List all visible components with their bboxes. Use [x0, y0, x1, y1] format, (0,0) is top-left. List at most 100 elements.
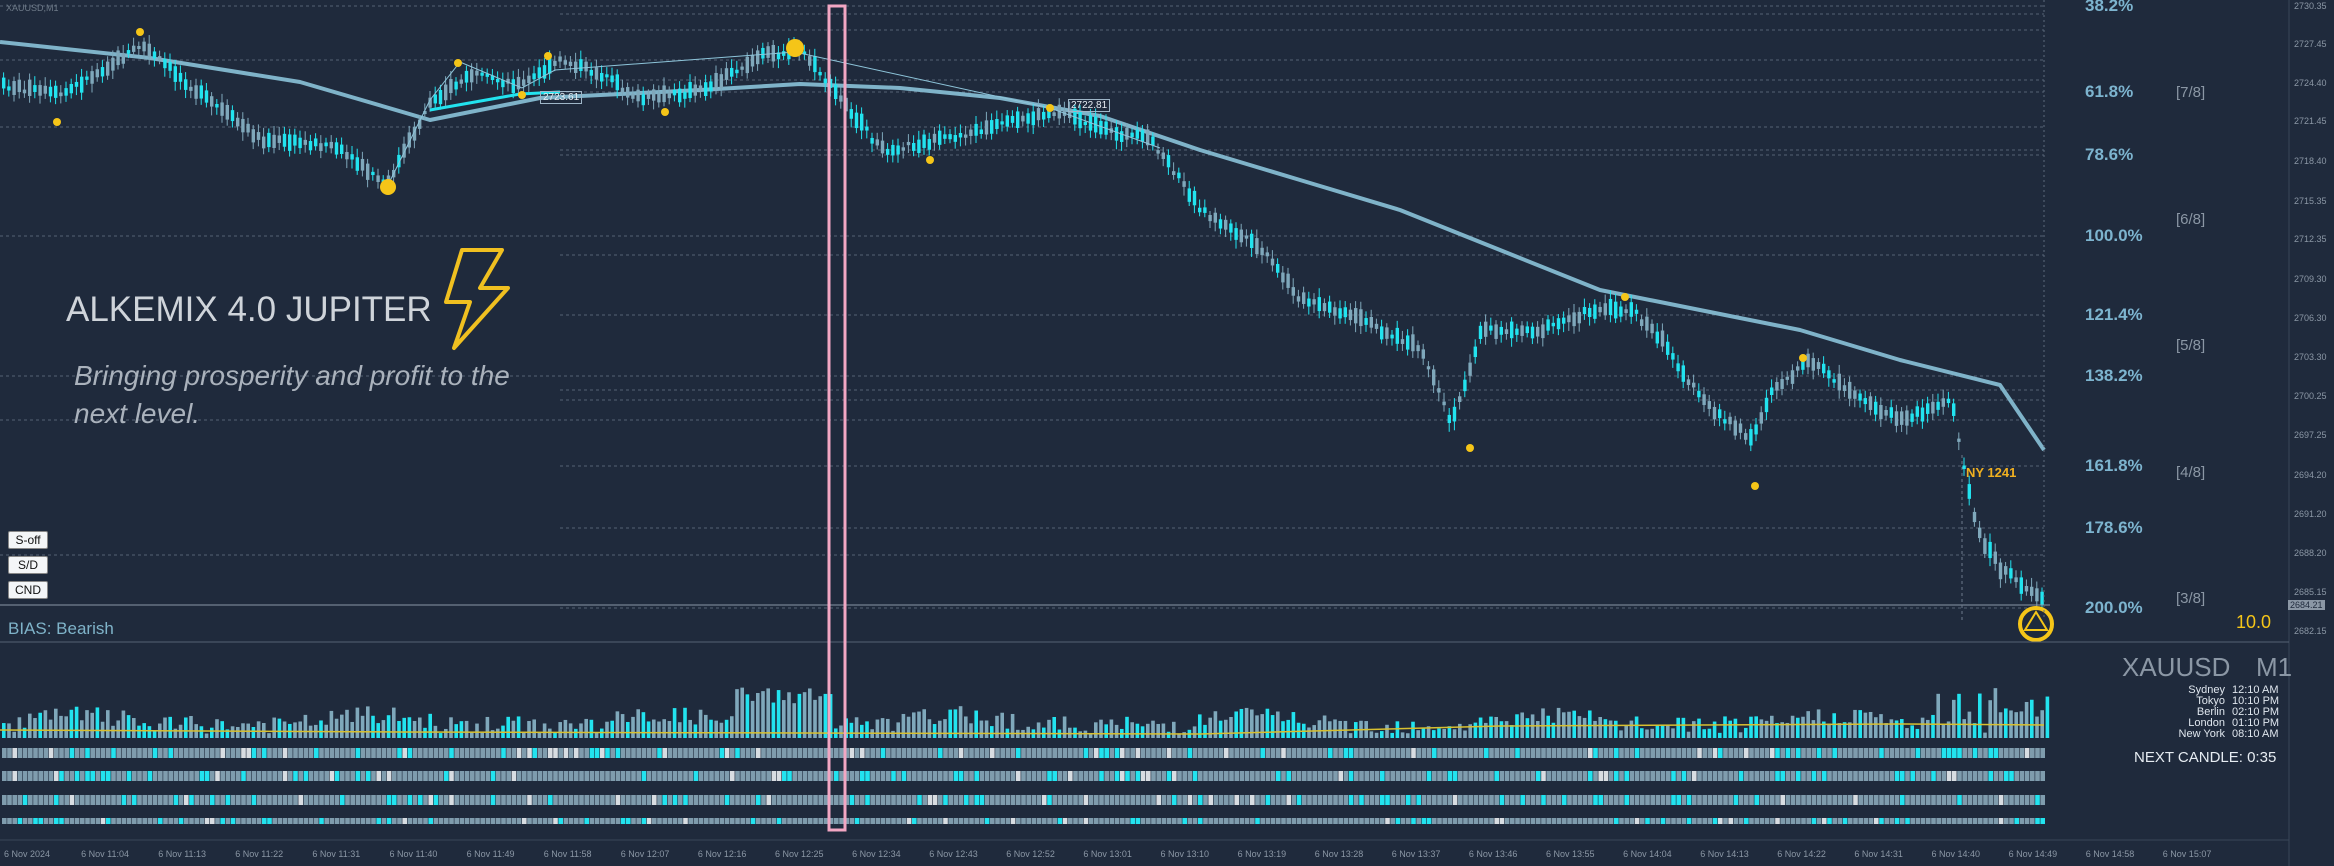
signal-strip-cell	[1806, 771, 1811, 781]
signal-strip-cell	[298, 748, 303, 758]
signal-strip-cell	[1697, 748, 1702, 758]
cnd-button[interactable]: CND	[8, 581, 48, 599]
signal-strip-cell	[548, 748, 553, 758]
signal-strip-cell	[485, 795, 491, 805]
signal-strip-cell	[1021, 771, 1026, 781]
signal-strip-cell	[1801, 748, 1806, 758]
signal-strip-cell	[314, 795, 319, 805]
signal-strip-cell	[594, 771, 600, 781]
murrey-level-label: [6/8]	[2176, 211, 2206, 228]
signal-strip-cell	[236, 795, 241, 805]
candle-body	[1702, 394, 1706, 406]
signal-strip-cell	[1671, 818, 1676, 824]
sd-button[interactable]: S/D	[8, 556, 48, 574]
volume-bar	[896, 722, 900, 738]
signal-strip-cell	[1754, 748, 1759, 758]
signal-strip-cell	[1426, 795, 1432, 805]
candle-body	[80, 76, 84, 93]
candle-body	[813, 55, 817, 73]
signal-strip-cell	[95, 795, 101, 805]
signal-strip-cell	[761, 818, 766, 824]
signal-strip-cell	[1026, 771, 1031, 781]
volume-average-line	[0, 723, 2045, 735]
candle-body	[454, 81, 458, 90]
signal-strip-cell	[1754, 818, 1759, 824]
signal-strip-cell	[90, 795, 95, 805]
volume-bar	[163, 717, 167, 738]
signal-strip-cell	[262, 795, 267, 805]
signal-strip-cell	[366, 771, 371, 781]
signal-strip-cell	[1296, 795, 1302, 805]
candle-body	[1525, 326, 1529, 334]
signal-strip-cell	[1146, 818, 1151, 824]
price-scale-label: 2688.20	[2294, 547, 2327, 558]
volume-bar	[984, 720, 989, 738]
signal-strip-cell	[1021, 795, 1026, 805]
signal-strip-cell	[1286, 818, 1291, 824]
signal-strip-cell	[418, 795, 423, 805]
signal-strip-cell	[329, 771, 335, 781]
signal-strip-cell	[303, 748, 309, 758]
candle-body	[433, 94, 437, 104]
signal-strip-cell	[1983, 748, 1988, 758]
signal-strip-cell	[1868, 771, 1874, 781]
signal-strip-cell	[1198, 771, 1203, 781]
candle-body	[548, 56, 552, 74]
volume-bar	[1088, 733, 1093, 738]
signal-strip-cell	[2014, 771, 2019, 781]
signal-strip-cell	[33, 795, 38, 805]
candle-body	[1853, 390, 1857, 399]
signal-strip-cell	[1780, 818, 1785, 824]
volume-bar	[272, 717, 276, 738]
s-off-button[interactable]: S-off	[8, 531, 48, 549]
volume-bar	[1978, 693, 1982, 738]
volume-bar	[709, 719, 713, 738]
signal-strip-cell	[756, 748, 761, 758]
candle-body	[1078, 111, 1082, 129]
signal-strip-cell	[371, 771, 376, 781]
candle-body	[1177, 172, 1181, 179]
time-axis-label: 6 Nov 12:16	[697, 849, 747, 859]
signal-strip-cell	[782, 771, 787, 781]
volume-bar	[615, 711, 620, 738]
candle-body	[849, 109, 853, 119]
volume-bar	[2004, 708, 2008, 738]
price-scale-label: 2703.30	[2294, 351, 2327, 362]
signal-strip-cell	[1936, 771, 1941, 781]
signal-strip-cell	[470, 795, 475, 805]
candle-body	[334, 142, 339, 155]
candle-body	[1681, 365, 1685, 382]
signal-strip-cell	[1338, 818, 1343, 824]
signal-strip-cell	[553, 818, 558, 824]
signal-strip-cell	[1161, 748, 1167, 758]
signal-strip-cell	[1515, 795, 1520, 805]
volume-bar	[1416, 730, 1420, 738]
signal-strip-cell	[324, 795, 329, 805]
signal-strip-cell	[1057, 771, 1063, 781]
volume-bar	[199, 726, 204, 738]
signal-strip-cell	[1796, 771, 1801, 781]
signal-strip-cell	[688, 771, 693, 781]
signal-strip-cell	[282, 771, 288, 781]
signal-strip-cell	[501, 795, 506, 805]
signal-strip-cell	[626, 795, 631, 805]
signal-strip-cell	[1250, 795, 1255, 805]
signal-strip-cell	[470, 748, 475, 758]
signal-strip-cell	[1385, 795, 1390, 805]
volume-bar	[1723, 716, 1727, 738]
signal-strip-cell	[168, 748, 173, 758]
signal-strip-cell	[173, 818, 179, 824]
candle-body	[1510, 321, 1514, 339]
signal-strip-cell	[1437, 748, 1442, 758]
signal-strip-cell	[480, 795, 485, 805]
signal-strip-cell	[262, 771, 267, 781]
signal-strip-cell	[1936, 748, 1941, 758]
signal-strip-cell	[1551, 818, 1557, 824]
signal-strip-cell	[1863, 818, 1869, 824]
signal-strip-cell	[709, 748, 714, 758]
signal-strip-cell	[1484, 748, 1489, 758]
candle-body	[1172, 171, 1176, 175]
candle-body	[1463, 379, 1467, 392]
